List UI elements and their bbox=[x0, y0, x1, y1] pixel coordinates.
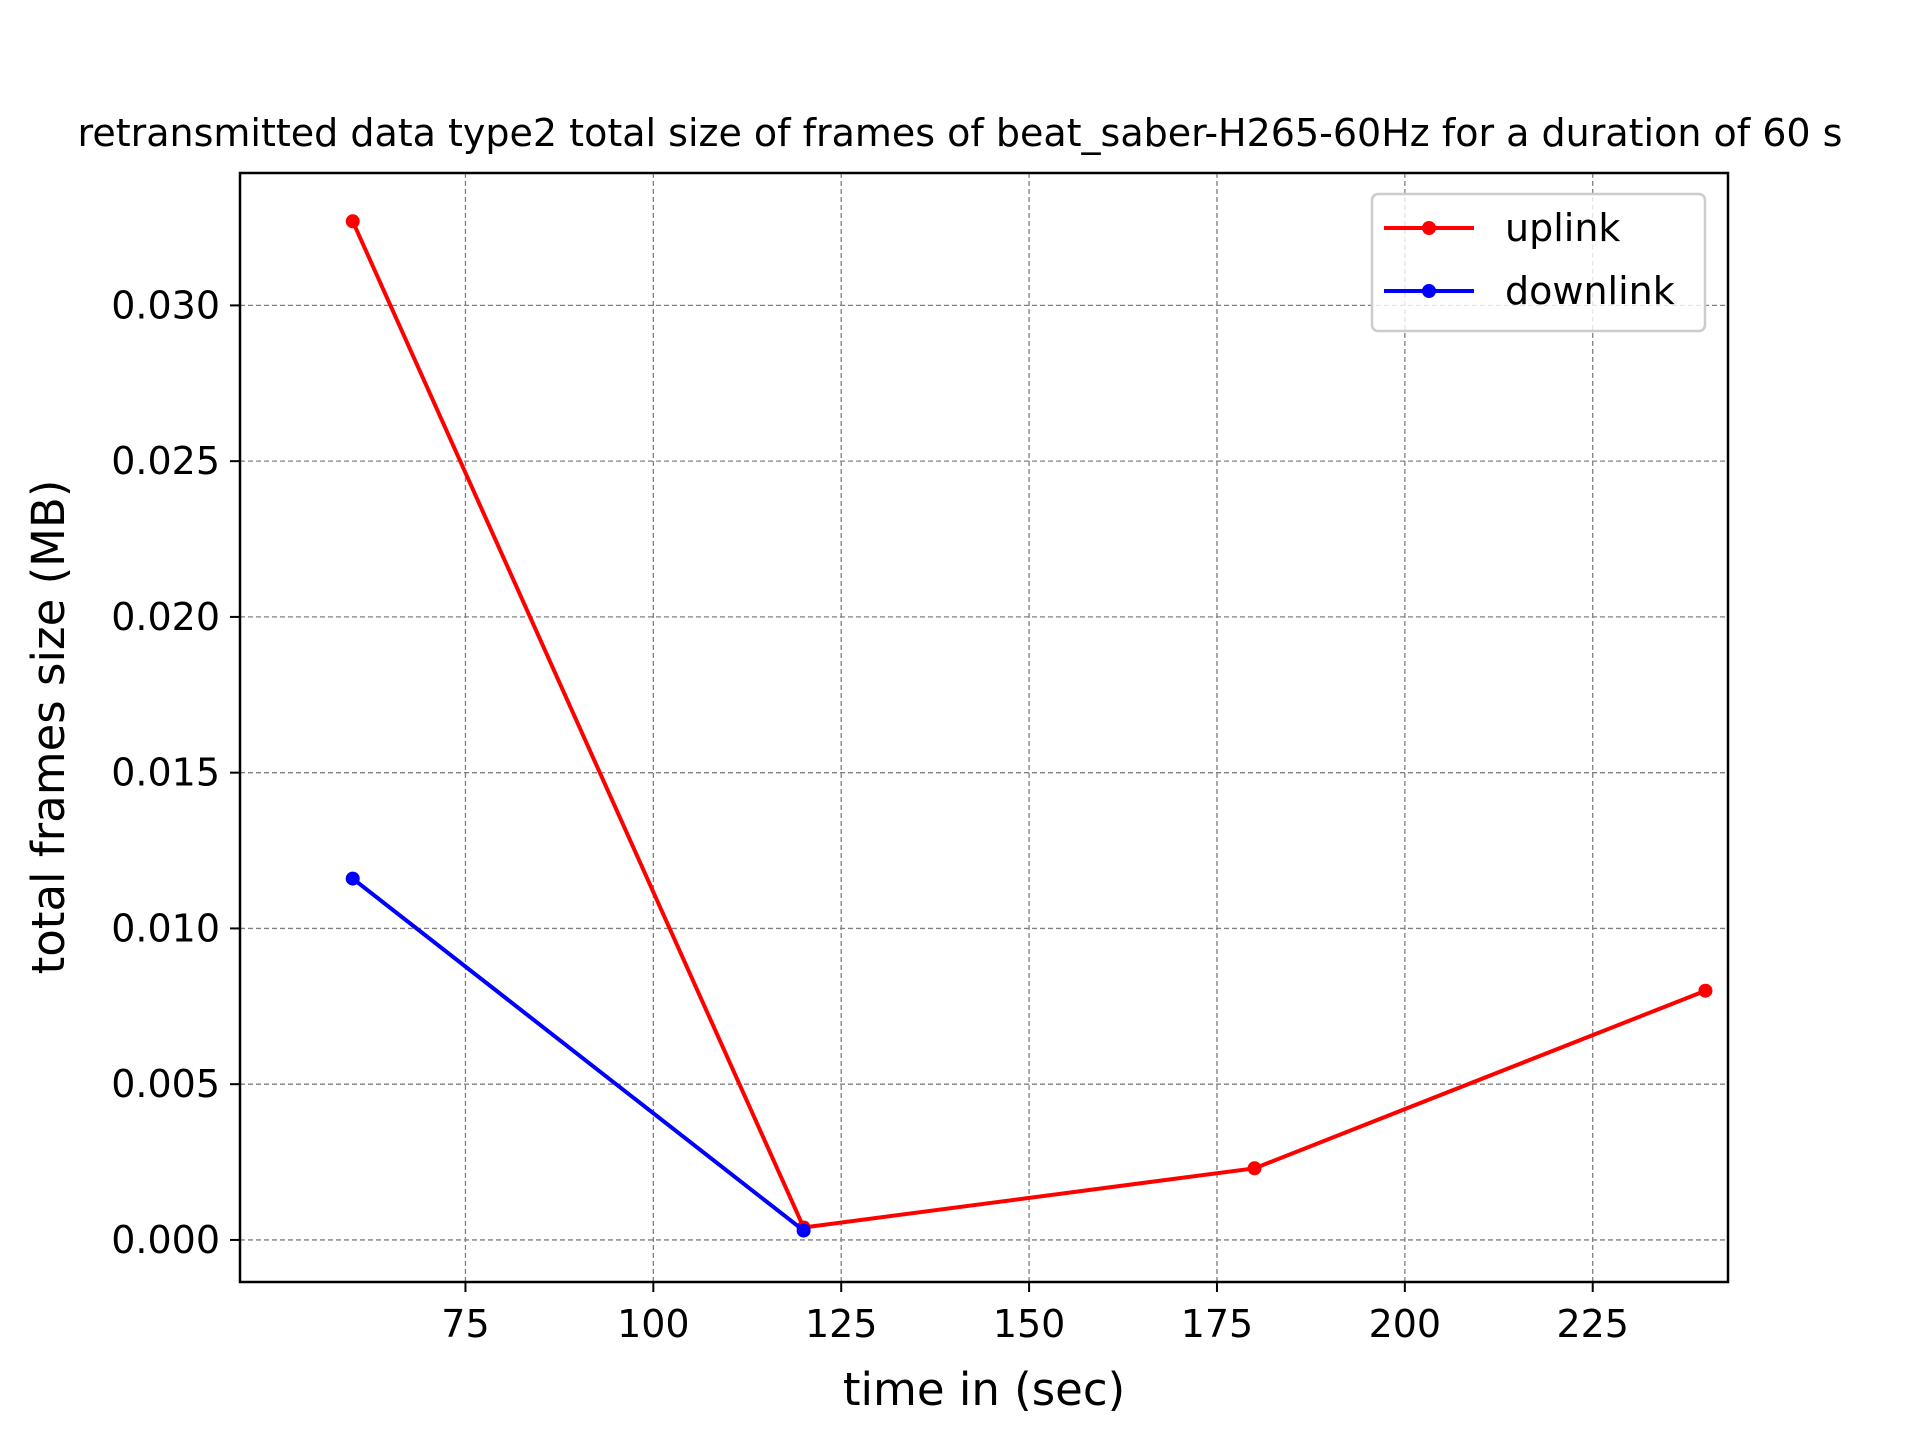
data-point-uplink bbox=[1698, 983, 1713, 998]
series-layer bbox=[345, 214, 1713, 1238]
legend-marker-uplink bbox=[1422, 221, 1436, 235]
y-tick-label: 0.000 bbox=[111, 1218, 220, 1262]
y-tick-label: 0.020 bbox=[111, 595, 220, 639]
data-point-downlink bbox=[345, 871, 360, 886]
x-tick-label: 150 bbox=[993, 1302, 1066, 1346]
grid-lines bbox=[240, 173, 1728, 1282]
x-tick-label: 225 bbox=[1556, 1302, 1629, 1346]
x-tick-label: 75 bbox=[441, 1302, 489, 1346]
legend-item-downlink: downlink bbox=[1384, 269, 1675, 313]
data-point-uplink bbox=[345, 214, 360, 229]
y-axis-ticks: 0.000 0.005 0.010 0.015 0.020 0.025 0.030 bbox=[111, 283, 240, 1262]
legend: uplink downlink bbox=[1370, 192, 1707, 333]
legend-item-uplink: uplink bbox=[1384, 206, 1620, 250]
y-tick-label: 0.015 bbox=[111, 751, 220, 795]
x-tick-label: 100 bbox=[617, 1302, 690, 1346]
legend-marker-downlink bbox=[1422, 284, 1436, 298]
axes bbox=[238, 171, 1730, 1284]
x-tick-label: 175 bbox=[1181, 1302, 1254, 1346]
x-axis-label: time in (sec) bbox=[843, 1363, 1125, 1416]
data-point-uplink bbox=[1247, 1161, 1262, 1176]
legend-label-uplink: uplink bbox=[1505, 206, 1620, 250]
data-point-downlink bbox=[796, 1223, 811, 1238]
x-axis-ticks: 75 100 125 150 175 200 225 bbox=[441, 1282, 1629, 1346]
y-tick-label: 0.030 bbox=[111, 283, 220, 327]
chart-title: retransmitted data type2 total size of f… bbox=[78, 111, 1843, 155]
legend-label-downlink: downlink bbox=[1505, 269, 1675, 313]
series-line-downlink bbox=[351, 877, 805, 1233]
plot-frame bbox=[238, 171, 1730, 1284]
y-axis-label: total frames size (MB) bbox=[22, 480, 75, 975]
x-tick-label: 200 bbox=[1369, 1302, 1442, 1346]
y-tick-label: 0.005 bbox=[111, 1062, 220, 1106]
y-tick-label: 0.010 bbox=[111, 906, 220, 950]
x-tick-label: 125 bbox=[805, 1302, 878, 1346]
series-line-uplink bbox=[350, 220, 1707, 1230]
y-tick-label: 0.025 bbox=[111, 439, 220, 483]
